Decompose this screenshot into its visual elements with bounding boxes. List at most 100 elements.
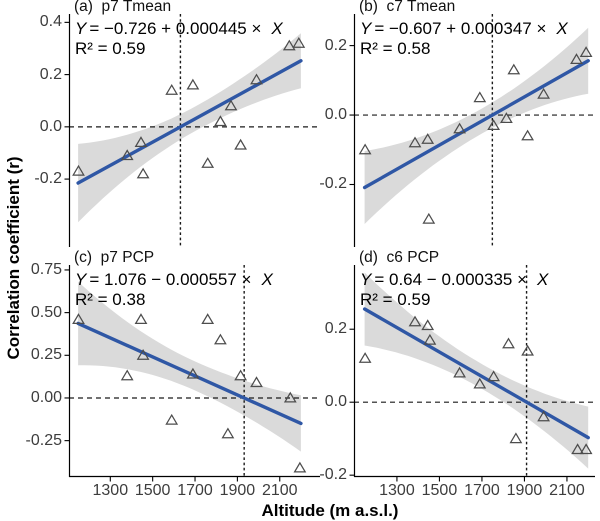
scatter-point <box>487 119 500 131</box>
equation-body: = 1.076 − 0.000557 × <box>89 270 252 289</box>
y-tick-label: -0.25 <box>25 431 62 449</box>
y-tick-label: -0.2 <box>319 175 347 193</box>
x-tick-label: 1900 <box>219 482 256 499</box>
scatter-point <box>250 376 263 388</box>
equation-y-variable: Y <box>75 19 87 38</box>
equation-d: Y = 0.64 − 0.000335 × X R² = 0.59 <box>360 270 548 309</box>
equation-y-variable: Y <box>360 270 372 289</box>
scatter-point <box>120 149 134 161</box>
scatter-point <box>224 99 238 111</box>
y-tick-label: 0.75 <box>30 260 62 278</box>
x-tick-label: 2100 <box>549 482 585 499</box>
panel-title-b: (b) c7 Tmean <box>359 0 456 15</box>
scatter-point <box>537 87 550 99</box>
regression-line <box>76 59 303 185</box>
scatter-point <box>134 136 148 148</box>
scatter-point <box>165 413 179 425</box>
y-tick-label: -0.2 <box>34 170 62 188</box>
scatter-point <box>234 369 247 381</box>
regression-line <box>76 321 303 426</box>
scatter-point <box>500 112 513 124</box>
equation-body: = −0.607 + 0.000347 × <box>374 19 547 38</box>
panel-title-a: (a) p7 Tmean <box>74 0 172 15</box>
regression-line <box>362 59 590 190</box>
panel-plot-b <box>349 14 595 247</box>
scatter-point <box>136 348 150 360</box>
y-tick-label: 0.2 <box>39 65 62 83</box>
equation-c: Y = 1.076 − 0.000557 × X R² = 0.38 <box>75 270 273 309</box>
scatter-point <box>571 443 584 455</box>
panel-plot-d <box>349 265 595 482</box>
scatter-point <box>283 391 297 403</box>
panel-plot-c <box>64 265 320 482</box>
panel-title-c: (c) p7 PCP <box>74 249 155 266</box>
y-tick-label: 0.0 <box>324 393 347 411</box>
scatter-point <box>453 366 466 378</box>
scatter-point <box>186 78 200 90</box>
x-tick-label: 1300 <box>92 482 129 499</box>
equation-y-variable: Y <box>75 270 87 289</box>
scatter-point <box>507 63 521 75</box>
equation-x-variable: X <box>271 19 283 38</box>
scatter-point <box>502 337 515 349</box>
scatter-point <box>282 39 296 51</box>
x-tick-label: 2100 <box>261 482 298 499</box>
scatter-point <box>120 369 134 381</box>
scatter-point <box>136 167 150 179</box>
scatter-point <box>358 143 372 155</box>
ci-band <box>78 33 301 223</box>
x-tick-label: 1500 <box>421 482 458 499</box>
scatter-point <box>72 313 85 325</box>
x-tick-label: 1300 <box>379 482 415 499</box>
equation-body: = 0.64 − 0.000335 × <box>374 270 528 289</box>
y-tick-label: 0.4 <box>39 13 62 31</box>
equation-a: Y = −0.726 + 0.000445 × X R² = 0.59 <box>75 19 283 58</box>
r-squared-label: R² = 0.59 <box>360 289 431 309</box>
scatter-point <box>292 36 306 48</box>
scatter-point <box>408 136 422 148</box>
x-tick-label: 1900 <box>506 482 543 499</box>
y-tick-label: 0.00 <box>30 388 62 406</box>
scatter-point <box>422 212 436 224</box>
scatter-point <box>186 367 200 379</box>
scatter-point <box>358 352 372 363</box>
r-squared-label: R² = 0.38 <box>75 289 146 309</box>
y-tick-label: -0.2 <box>319 466 347 484</box>
scatter-points <box>72 313 307 473</box>
equation-x-variable: X <box>261 270 273 289</box>
x-tick-label: 1700 <box>177 482 213 499</box>
scatter-point <box>473 91 487 103</box>
y-tick-label: 0.2 <box>324 36 347 54</box>
scatter-point <box>421 319 435 331</box>
scatter-point <box>221 427 235 439</box>
ci-band <box>364 272 589 469</box>
equation-line: Y = 1.076 − 0.000557 × X <box>75 270 273 290</box>
ci-band <box>78 281 301 452</box>
scatter-point <box>509 432 523 444</box>
y-tick-label: 0.0 <box>39 117 62 135</box>
r-squared-label: R² = 0.59 <box>75 38 146 58</box>
x-tick-label: 1700 <box>464 482 500 499</box>
x-axis-title: Altitude (m a.s.l.) <box>261 501 399 520</box>
scatter-point <box>423 333 437 345</box>
equation-b: Y = −0.607 + 0.000347 × X R² = 0.58 <box>360 19 568 58</box>
scatter-point <box>579 443 593 455</box>
scatter-point <box>537 410 550 422</box>
scatter-point <box>421 133 435 144</box>
scatter-point <box>214 333 227 345</box>
scatter-points <box>358 46 593 224</box>
scatter-point <box>579 46 593 58</box>
scatter-point <box>473 377 487 389</box>
scatter-points <box>358 315 593 455</box>
scatter-point <box>134 313 148 325</box>
equation-body: = −0.726 + 0.000445 × <box>89 19 262 38</box>
scatter-point <box>72 164 85 176</box>
scatter-point <box>201 313 215 325</box>
scatter-point <box>453 122 466 134</box>
scatter-point <box>250 73 263 85</box>
y-tick-label: 0.25 <box>30 346 62 364</box>
panel-plot-a <box>64 14 320 247</box>
scatter-point <box>521 344 534 356</box>
y-tick-label: 0.50 <box>30 303 62 321</box>
